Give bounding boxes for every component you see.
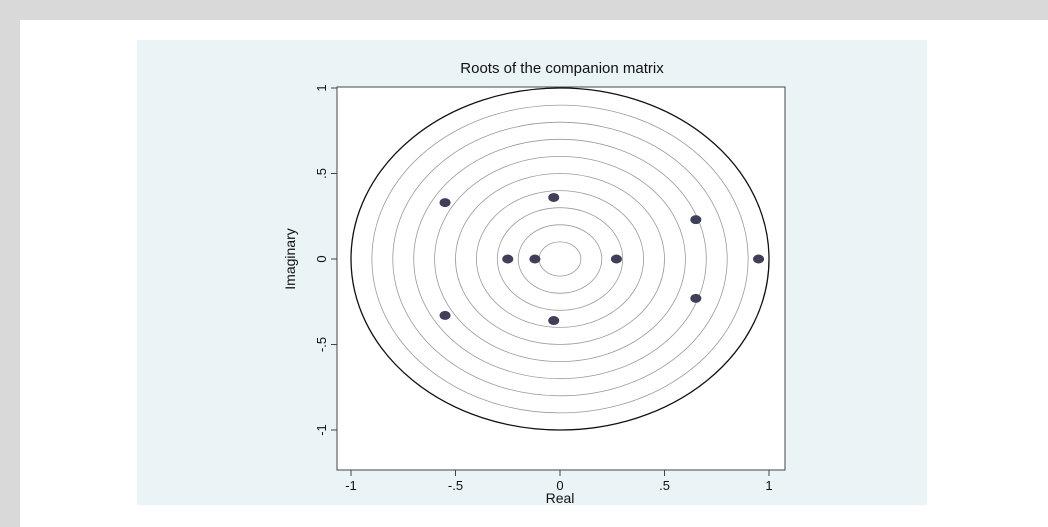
x-tick-label: -1 xyxy=(345,478,357,493)
y-axis-title: Imaginary xyxy=(282,228,298,289)
y-tick-label: -.5 xyxy=(314,337,329,352)
reference-circle xyxy=(517,224,603,294)
root-point xyxy=(439,198,451,208)
root-point xyxy=(548,192,560,202)
y-tick-label: 1 xyxy=(314,84,329,91)
x-tick-label: 0 xyxy=(556,478,563,493)
reference-circle xyxy=(455,173,665,345)
x-tick-label: 1 xyxy=(765,478,772,493)
reference-circle xyxy=(496,207,624,311)
root-point xyxy=(439,310,451,320)
reference-circle xyxy=(475,190,644,328)
chart-title: Roots of the companion matrix xyxy=(460,60,664,77)
root-point xyxy=(690,293,702,303)
x-tick-label: -.5 xyxy=(448,478,463,493)
root-point xyxy=(502,254,514,264)
root-point xyxy=(753,254,765,264)
x-tick-label: .5 xyxy=(659,478,670,493)
unit-circle xyxy=(350,87,770,431)
x-axis-title: Real xyxy=(546,490,575,505)
chart-panel: Roots of the companion matrix -1 -.5 0.5 1 … xyxy=(137,40,927,505)
x-axis: -1 -.5 0 .5 1 xyxy=(345,470,773,493)
reference-circle xyxy=(413,138,707,380)
y-tick-label: .5 xyxy=(314,168,329,179)
root-point xyxy=(529,254,541,264)
plot-area xyxy=(336,86,786,471)
root-point xyxy=(690,215,702,225)
root-point xyxy=(548,316,560,326)
reference-circle xyxy=(371,104,749,414)
y-tick-label: -1 xyxy=(314,424,329,436)
reference-circles xyxy=(371,104,749,414)
reference-circle xyxy=(434,156,686,362)
companion-roots-chart: Roots of the companion matrix -1 -.5 0.5 1 … xyxy=(282,60,786,505)
y-tick-label: 0 xyxy=(314,255,329,262)
root-points xyxy=(439,192,765,326)
y-axis: -1 -.5 0 .5 1 xyxy=(314,84,337,436)
reference-circle xyxy=(392,121,728,397)
root-point xyxy=(610,254,622,264)
